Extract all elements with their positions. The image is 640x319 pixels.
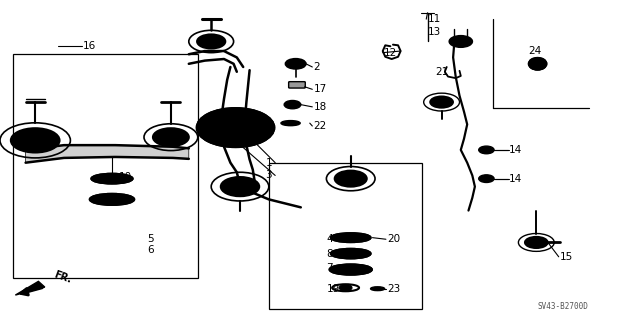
- Circle shape: [479, 175, 494, 182]
- Text: 15: 15: [560, 252, 573, 262]
- Circle shape: [11, 128, 60, 152]
- Text: 5: 5: [147, 234, 154, 244]
- Text: 6: 6: [147, 245, 154, 256]
- Text: 7: 7: [326, 263, 333, 273]
- Bar: [13, 54, 198, 278]
- Ellipse shape: [335, 266, 366, 273]
- Text: 10: 10: [118, 172, 132, 182]
- Ellipse shape: [95, 196, 129, 203]
- Text: 23: 23: [387, 284, 401, 294]
- Text: 3: 3: [266, 170, 272, 181]
- Text: 22: 22: [314, 121, 327, 131]
- Circle shape: [525, 237, 548, 248]
- Text: 19: 19: [326, 284, 340, 294]
- Circle shape: [197, 34, 225, 48]
- Circle shape: [285, 59, 306, 69]
- Text: 13: 13: [428, 27, 441, 37]
- Ellipse shape: [90, 194, 134, 205]
- Text: 1: 1: [266, 158, 272, 168]
- Text: 9: 9: [118, 194, 125, 204]
- Circle shape: [284, 100, 301, 109]
- Ellipse shape: [331, 233, 371, 242]
- Polygon shape: [15, 281, 45, 295]
- Circle shape: [221, 177, 259, 196]
- Circle shape: [479, 146, 494, 154]
- Circle shape: [335, 171, 367, 187]
- Ellipse shape: [92, 174, 133, 184]
- Polygon shape: [26, 145, 189, 163]
- Ellipse shape: [533, 60, 542, 67]
- Text: FR.: FR.: [52, 269, 73, 285]
- Ellipse shape: [97, 175, 127, 182]
- Text: 24: 24: [528, 46, 541, 56]
- Ellipse shape: [337, 250, 365, 257]
- Circle shape: [430, 96, 453, 108]
- Ellipse shape: [281, 121, 300, 126]
- Circle shape: [210, 115, 261, 140]
- Text: 12: 12: [384, 48, 397, 58]
- Text: 2: 2: [314, 62, 320, 72]
- Ellipse shape: [331, 249, 371, 258]
- Text: 16: 16: [83, 41, 97, 51]
- Text: SV43-B2700D: SV43-B2700D: [538, 302, 589, 311]
- Ellipse shape: [371, 287, 385, 291]
- Circle shape: [21, 133, 49, 147]
- Text: 17: 17: [314, 84, 327, 94]
- Ellipse shape: [337, 235, 364, 241]
- Ellipse shape: [529, 58, 547, 70]
- Text: 21: 21: [435, 67, 449, 77]
- Circle shape: [153, 128, 189, 146]
- Text: 4: 4: [326, 234, 333, 244]
- Circle shape: [197, 108, 274, 147]
- Bar: [269, 163, 422, 309]
- FancyBboxPatch shape: [289, 82, 305, 88]
- Text: 11: 11: [428, 14, 441, 24]
- Text: 14: 14: [509, 174, 522, 184]
- Text: 20: 20: [387, 234, 401, 244]
- Text: 18: 18: [314, 102, 327, 112]
- Text: 14: 14: [509, 145, 522, 155]
- Text: 8: 8: [326, 249, 333, 259]
- Circle shape: [339, 285, 352, 291]
- Circle shape: [449, 36, 472, 47]
- Ellipse shape: [330, 264, 372, 275]
